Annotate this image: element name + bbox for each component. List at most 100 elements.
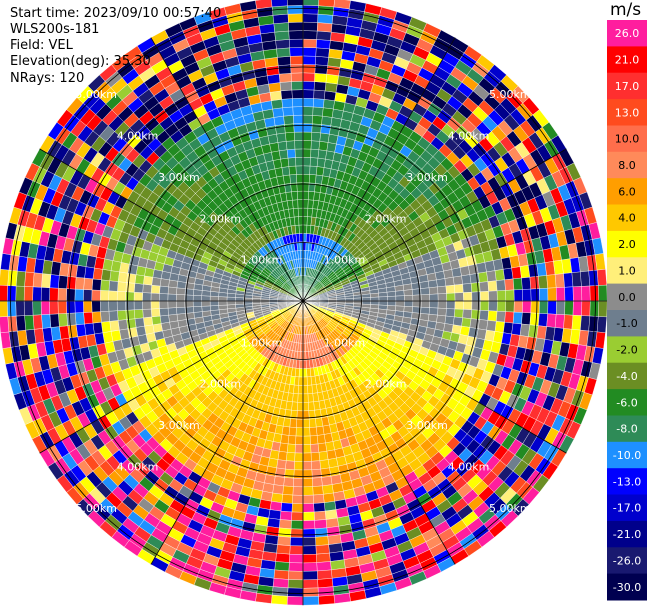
- velocity-gate: [159, 314, 170, 324]
- velocity-gate: [100, 290, 110, 302]
- colorbar-tick-label: -8.0: [616, 423, 637, 436]
- velocity-gate: [454, 292, 464, 302]
- velocity-gate: [581, 285, 591, 302]
- velocity-gate: [235, 303, 245, 309]
- velocity-gate: [321, 115, 333, 126]
- velocity-gate: [159, 285, 169, 295]
- velocity-gate: [286, 148, 296, 159]
- velocity-gate: [315, 56, 329, 66]
- velocity-gate: [302, 190, 309, 200]
- velocity-gate: [302, 114, 313, 124]
- velocity-gate: [285, 460, 295, 470]
- velocity-gate: [302, 98, 314, 108]
- velocity-gate: [49, 274, 60, 289]
- range-ring-label: 2.00km: [200, 378, 242, 391]
- range-ring-label: 1.00km: [324, 254, 366, 267]
- velocity-gate: [276, 47, 291, 58]
- colorbar-tick-label: 6.0: [618, 185, 636, 198]
- velocity-gate: [503, 267, 514, 280]
- velocity-gate: [302, 64, 316, 74]
- velocity-gate: [320, 467, 332, 478]
- colorbar-tick-label: -21.0: [613, 528, 641, 541]
- velocity-gate: [317, 586, 335, 597]
- velocity-gate: [288, 21, 304, 32]
- velocity-gate: [310, 443, 320, 454]
- colorbar-tick-label: -10.0: [613, 449, 641, 462]
- velocity-gate: [283, 115, 294, 125]
- velocity-gate: [312, 477, 323, 487]
- velocity-gate: [302, 554, 317, 564]
- velocity-gate: [486, 270, 497, 282]
- velocity-gate: [378, 292, 388, 298]
- velocity-gate: [302, 157, 311, 167]
- velocity-gate: [126, 318, 137, 330]
- velocity-gate: [353, 297, 363, 302]
- velocity-gate: [488, 290, 498, 302]
- velocity-gate: [108, 310, 119, 322]
- velocity-gate: [32, 314, 43, 330]
- velocity-gate: [292, 494, 304, 504]
- velocity-gate: [309, 418, 317, 428]
- velocity-gate: [274, 561, 290, 572]
- velocity-gate: [309, 426, 318, 437]
- velocity-gate: [323, 492, 335, 503]
- velocity-gate: [116, 300, 126, 311]
- velocity-gate: [125, 309, 136, 320]
- velocity-gate: [429, 300, 439, 309]
- velocity-gate: [278, 149, 289, 160]
- velocity-gate: [133, 292, 143, 302]
- velocity-gate: [298, 376, 304, 386]
- velocity-gate: [269, 90, 282, 101]
- velocity-gate: [478, 319, 489, 331]
- velocity-gate: [314, 519, 327, 529]
- velocity-gate: [92, 322, 103, 335]
- colorbar: 26.0 21.0 17.0 13.0 10.0 8.0 6.0 4.0 2.0 1.0 0.0 -1…: [607, 20, 647, 601]
- velocity-gate: [15, 270, 26, 287]
- velocity-gate: [310, 148, 320, 159]
- velocity-gate: [0, 269, 10, 286]
- velocity-gate: [324, 501, 337, 512]
- velocity-gate: [285, 132, 295, 142]
- colorbar-tick-label: -30.0: [613, 581, 641, 594]
- velocity-gate: [92, 267, 103, 280]
- velocity-gate: [271, 150, 281, 161]
- velocity-gate: [403, 289, 413, 296]
- velocity-gate: [176, 294, 186, 302]
- velocity-gate: [314, 527, 328, 538]
- velocity-gate: [302, 55, 316, 65]
- velocity-gate: [297, 402, 304, 412]
- velocity-gate: [302, 72, 316, 82]
- colorbar-tick-label: 26.0: [615, 27, 640, 40]
- velocity-gate: [513, 300, 523, 313]
- velocity-gate: [319, 459, 330, 470]
- velocity-gate: [83, 277, 94, 291]
- velocity-gate: [117, 281, 127, 292]
- colorbar-tick-label: -4.0: [616, 370, 637, 383]
- velocity-gate: [280, 89, 293, 100]
- velocity-gate: [378, 296, 388, 302]
- velocity-gate: [345, 298, 354, 302]
- velocity-gate: [299, 233, 304, 243]
- velocity-gate: [302, 562, 318, 572]
- velocity-gate: [370, 296, 380, 302]
- velocity-gate: [302, 140, 312, 150]
- velocity-gate: [302, 123, 313, 133]
- velocity-gate: [386, 291, 396, 297]
- velocity-gate: [117, 271, 128, 283]
- velocity-gate: [280, 502, 293, 513]
- velocity-gate: [226, 300, 236, 306]
- velocity-gate: [268, 509, 282, 520]
- elevation: Elevation(deg): 35.30: [10, 54, 151, 69]
- velocity-gate: [314, 64, 328, 75]
- velocity-gate: [150, 300, 160, 310]
- velocity-gate: [311, 123, 322, 134]
- velocity-gate: [302, 106, 314, 116]
- velocity-gate: [302, 587, 319, 597]
- velocity-gate: [295, 427, 304, 437]
- velocity-gate: [312, 485, 324, 496]
- velocity-gate: [294, 452, 304, 462]
- velocity-gate: [0, 331, 12, 349]
- velocity-gate: [226, 296, 236, 302]
- velocity-gate: [289, 38, 304, 48]
- velocity-gate: [293, 208, 299, 218]
